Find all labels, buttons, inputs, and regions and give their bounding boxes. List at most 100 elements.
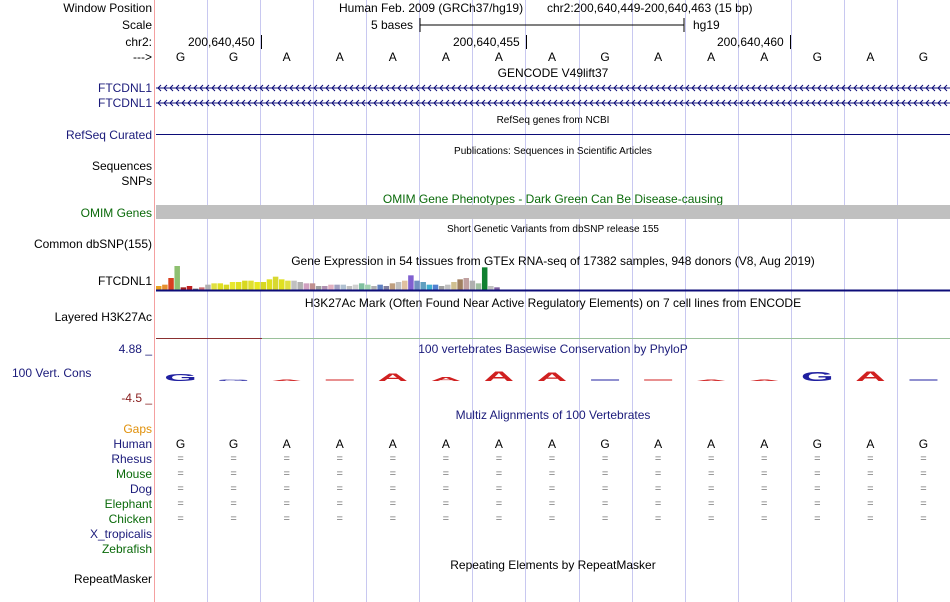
strand-chevron [223, 84, 228, 92]
strand-chevron [799, 84, 804, 92]
strand-chevron [601, 99, 606, 107]
multiz-match-symbol: = [177, 498, 184, 510]
strand-chevron [229, 84, 234, 92]
multiz-species-label[interactable]: Dog [129, 482, 152, 496]
strand-chevron [685, 99, 690, 107]
gtex-tissue-bar [346, 286, 353, 290]
publications-track-label[interactable]: Sequences [91, 159, 152, 173]
label-column-divider [154, 0, 155, 602]
strand-chevron [721, 84, 726, 92]
strand-chevron [313, 99, 318, 107]
strand-chevron [361, 84, 366, 92]
strand-chevron [535, 84, 540, 92]
h3k27ac-baseline [156, 338, 950, 339]
strand-chevron [931, 99, 936, 107]
multiz-human-base: A [707, 437, 716, 451]
snps-track-label[interactable]: SNPs [121, 174, 152, 188]
h3k27ac-track-title[interactable]: H3K27Ac Mark (Often Found Near Active Re… [304, 296, 802, 310]
strand-chevron [613, 84, 618, 92]
strand-chevron [835, 84, 840, 92]
strand-chevron [373, 84, 378, 92]
strand-chevron [919, 99, 924, 107]
dbsnp-track-title[interactable]: Short Genetic Variants from dbSNP releas… [447, 224, 659, 235]
strand-chevron [895, 99, 900, 107]
gencode-track-title[interactable]: GENCODE V49lift37 [497, 66, 609, 80]
gtex-tissue-bar [223, 284, 230, 290]
repeatmasker-track-title[interactable]: Repeating Elements by RepeatMasker [450, 558, 656, 572]
strand-chevron [403, 84, 408, 92]
strand-chevron [415, 99, 420, 107]
multiz-species-label[interactable]: Rhesus [111, 452, 152, 466]
strand-chevron [523, 84, 528, 92]
multiz-species-label[interactable]: Elephant [104, 497, 152, 511]
omim-gene-bar[interactable] [156, 205, 950, 219]
multiz-species-label[interactable]: Mouse [115, 467, 152, 481]
multiz-match-symbol: = [654, 483, 662, 495]
publications-track-title[interactable]: Publications: Sequences in Scientific Ar… [454, 146, 652, 157]
multiz-species-label[interactable]: Human [113, 437, 152, 451]
gencode-gene-models[interactable] [156, 80, 950, 110]
multiz-match-symbol: = [548, 453, 556, 465]
refseq-gene-line[interactable] [156, 134, 950, 135]
strand-chevron [451, 84, 456, 92]
strand-chevron [901, 84, 906, 92]
gencode-gene-label-1[interactable]: FTCDNL1 [97, 81, 152, 95]
repeatmasker-track-label[interactable]: RepeatMasker [73, 572, 152, 586]
refseq-track-title[interactable]: RefSeq genes from NCBI [496, 115, 610, 126]
gtex-tissue-bar [205, 284, 211, 290]
gencode-gene-label-2[interactable]: FTCDNL1 [97, 96, 152, 110]
multiz-match-symbol: = [177, 468, 184, 480]
multiz-human-base: A [388, 437, 397, 451]
strand-chevron [445, 84, 450, 92]
base-letter: A [441, 50, 450, 64]
strand-chevron [649, 84, 654, 92]
multiz-gaps-label[interactable]: Gaps [123, 422, 152, 436]
h3k27ac-track-label[interactable]: Layered H3K27Ac [54, 310, 152, 324]
strand-chevron [391, 99, 396, 107]
strand-chevron [637, 84, 642, 92]
dbsnp-track-label[interactable]: Common dbSNP(155) [33, 237, 152, 251]
gtex-tissue-bar [365, 284, 371, 290]
strand-chevron [937, 84, 942, 92]
strand-chevron [163, 99, 168, 107]
multiz-match-symbol: = [814, 453, 821, 465]
base-letter: G [600, 50, 610, 64]
strand-chevron [595, 84, 600, 92]
strand-chevron [583, 84, 588, 92]
strand-chevron [859, 99, 864, 107]
multiz-human-base: A [760, 437, 769, 451]
gtex-tissue-bar [352, 284, 359, 290]
base-letter: A [654, 50, 663, 64]
omim-track-label[interactable]: OMIM Genes [80, 206, 152, 220]
strand-chevron [895, 84, 900, 92]
strand-chevron [523, 99, 528, 107]
strand-chevron [157, 99, 162, 107]
gtex-expression-bars[interactable] [156, 266, 950, 292]
gtex-tissue-bar [235, 282, 242, 290]
strand-chevron [433, 99, 438, 107]
gtex-gene-label[interactable]: FTCDNL1 [97, 274, 152, 288]
multiz-species-label[interactable]: Chicken [108, 512, 152, 526]
omim-track-title[interactable]: OMIM Gene Phenotypes - Dark Green Can Be… [382, 192, 724, 206]
strand-chevron [745, 84, 750, 92]
conservation-track-title[interactable]: 100 vertebrates Basewise Conservation by… [418, 342, 688, 356]
conservation-track-label[interactable]: 100 Vert. Cons [12, 366, 92, 380]
strand-chevron [493, 84, 498, 92]
multiz-species-label[interactable]: Zebrafish [101, 542, 152, 556]
gtex-track-title[interactable]: Gene Expression in 54 tissues from GTEx … [291, 254, 815, 268]
strand-chevron [913, 84, 918, 92]
strand-chevron [241, 99, 246, 107]
conservation-logo-letter: A [855, 369, 885, 384]
strand-chevron [865, 84, 870, 92]
multiz-track-title[interactable]: Multiz Alignments of 100 Vertebrates [455, 408, 651, 422]
strand-chevron [769, 99, 774, 107]
strand-chevron [307, 99, 312, 107]
strand-chevron [169, 84, 174, 92]
refseq-track-label[interactable]: RefSeq Curated [65, 128, 152, 142]
strand-chevron [775, 99, 780, 107]
multiz-species-label[interactable]: X_tropicalis [89, 527, 152, 541]
gtex-tissue-bar [463, 278, 469, 290]
strand-chevron [817, 99, 822, 107]
strand-chevron [271, 99, 276, 107]
